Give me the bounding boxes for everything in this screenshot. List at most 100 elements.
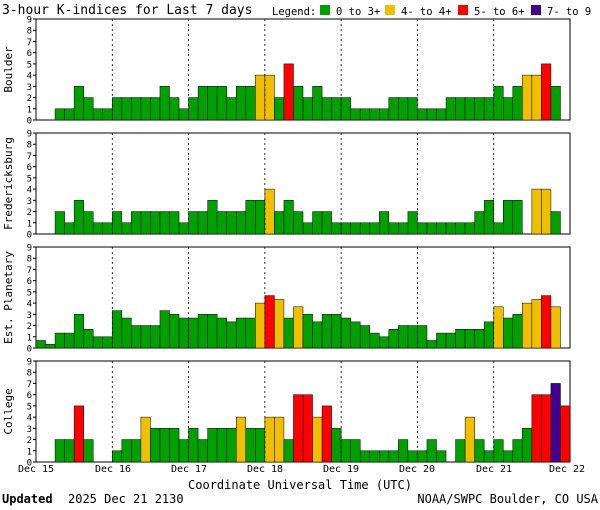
bar	[150, 325, 161, 349]
bar	[445, 332, 456, 349]
y-tick-label: 5	[27, 288, 32, 298]
bar	[169, 97, 180, 121]
y-tick-label: 9	[27, 358, 32, 368]
y-tick-label: 4	[27, 300, 32, 310]
bar	[417, 450, 428, 463]
bar	[340, 317, 351, 349]
bar	[121, 222, 132, 235]
bar	[226, 211, 237, 235]
bar	[531, 188, 542, 235]
bar	[293, 211, 304, 235]
bar	[312, 416, 323, 463]
bar	[388, 329, 399, 349]
bar	[417, 108, 428, 121]
bar	[178, 222, 189, 235]
bar	[264, 188, 275, 235]
bar	[169, 314, 180, 349]
bar	[121, 97, 132, 121]
y-tick-label: 0	[27, 345, 32, 355]
bar	[131, 211, 142, 235]
bar	[550, 211, 561, 235]
x-tick-label-1: Dec 16	[95, 464, 131, 475]
y-tick-label: 1	[27, 447, 32, 457]
x-axis-title: Coordinate Universal Time (UTC)	[188, 478, 412, 492]
bar	[236, 211, 247, 235]
bar	[436, 222, 447, 235]
updated-value: 2025 Dec 21 2130	[68, 492, 184, 506]
bar	[293, 306, 304, 349]
legend-label-1: 4- to 4+	[401, 6, 452, 18]
bar	[64, 439, 75, 463]
bar	[274, 97, 285, 121]
bar	[159, 428, 170, 463]
y-tick-label: 1	[27, 333, 32, 343]
bar	[245, 200, 256, 235]
bar	[283, 439, 294, 463]
bar	[264, 74, 275, 121]
bar	[550, 306, 561, 349]
y-tick-label: 2	[27, 208, 32, 218]
bar	[407, 211, 418, 235]
y-tick-label: 4	[27, 186, 32, 196]
bar	[407, 97, 418, 121]
bar	[483, 321, 494, 349]
bar	[455, 329, 466, 349]
y-tick-label: 4	[27, 414, 32, 424]
bar	[245, 428, 256, 463]
bar	[236, 86, 247, 121]
x-tick-labels: Dec 15 Dec 16 Dec 17 Dec 18 Dec 19 Dec 2…	[18, 464, 585, 475]
y-tick-label: 3	[27, 197, 32, 207]
bar	[35, 340, 46, 349]
y-tick-label: 9	[27, 130, 32, 140]
y-tick-label: 3	[27, 425, 32, 435]
y-tick-label: 7	[27, 38, 32, 48]
bar	[131, 439, 142, 463]
bar	[255, 74, 266, 121]
y-tick-label: 9	[27, 244, 32, 254]
bar	[436, 450, 447, 463]
bar	[398, 222, 409, 235]
bar	[159, 310, 170, 349]
bar	[226, 428, 237, 463]
bar	[83, 329, 94, 349]
bar	[73, 405, 84, 463]
bar	[512, 200, 523, 235]
bar	[245, 317, 256, 349]
bar	[550, 383, 561, 463]
panel-label: Fredericksburg	[2, 137, 15, 230]
bar	[388, 450, 399, 463]
bar	[312, 211, 323, 235]
bar	[379, 211, 390, 235]
bar	[207, 200, 218, 235]
bar	[64, 222, 75, 235]
bar	[302, 314, 313, 349]
x-tick-label-4: Dec 19	[323, 464, 359, 475]
bar	[503, 97, 514, 121]
bar	[340, 439, 351, 463]
bar	[73, 314, 84, 349]
y-tick-label: 8	[27, 255, 32, 265]
y-tick-label: 8	[27, 27, 32, 37]
y-tick-label: 7	[27, 380, 32, 390]
bar	[302, 222, 313, 235]
bar	[445, 97, 456, 121]
y-tick-label: 6	[27, 277, 32, 287]
bar	[207, 428, 218, 463]
bar	[436, 108, 447, 121]
bar	[283, 200, 294, 235]
agency-credit: NOAA/SWPC Boulder, CO USA	[417, 492, 598, 506]
bar	[159, 211, 170, 235]
bar	[83, 439, 94, 463]
legend-label-3: 7- to 9	[547, 6, 591, 18]
bar	[236, 317, 247, 349]
bar	[45, 344, 56, 349]
bar	[245, 86, 256, 121]
bar	[388, 97, 399, 121]
bar	[150, 97, 161, 121]
y-tick-label: 3	[27, 311, 32, 321]
bar	[216, 317, 227, 349]
bar	[197, 211, 208, 235]
bar	[283, 63, 294, 121]
